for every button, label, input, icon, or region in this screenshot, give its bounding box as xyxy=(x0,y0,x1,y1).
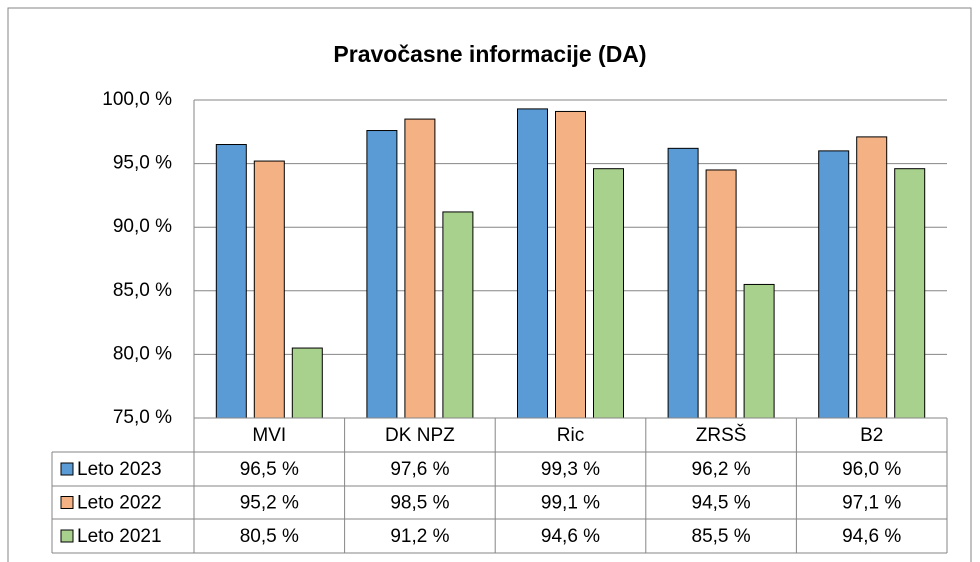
bar xyxy=(253,160,285,419)
bar xyxy=(743,283,775,419)
x-tick-label: DK NPZ xyxy=(385,425,455,446)
bar xyxy=(593,168,624,419)
bar xyxy=(555,110,586,419)
table-cell: 98,5 % xyxy=(390,493,449,514)
legend-key xyxy=(60,529,74,543)
bar xyxy=(667,147,699,419)
bar xyxy=(818,150,850,419)
bar xyxy=(705,169,737,419)
y-tick-label: 75,0 % xyxy=(113,407,172,428)
y-tick-label: 90,0 % xyxy=(113,216,172,237)
y-tick-label: 85,0 % xyxy=(113,280,172,301)
bar xyxy=(215,144,247,419)
y-tick-label: 100,0 % xyxy=(102,89,172,110)
x-tick-label: MVI xyxy=(252,425,286,446)
table-cell: 95,2 % xyxy=(240,493,299,514)
table-cell: 94,6 % xyxy=(842,526,901,547)
chart-title: Pravočasne informacije (DA) xyxy=(333,41,646,67)
x-tick-label: B2 xyxy=(860,425,883,446)
legend-key xyxy=(60,496,74,509)
table-cell: 85,5 % xyxy=(692,526,751,547)
table-cell: 97,6 % xyxy=(390,459,449,480)
y-tick-label: 95,0 % xyxy=(113,153,172,174)
x-tick-label: Ric xyxy=(557,425,584,446)
bar xyxy=(517,108,548,419)
bar xyxy=(894,168,926,419)
bar xyxy=(291,347,323,419)
table-cell: 99,3 % xyxy=(541,459,600,480)
table-cell: 96,0 % xyxy=(842,459,901,480)
legend-label: Leto 2023 xyxy=(77,459,162,480)
y-tick-label: 80,0 % xyxy=(113,343,172,364)
table-cell: 80,5 % xyxy=(240,526,299,547)
table-cell: 94,6 % xyxy=(541,526,600,547)
table-cell: 94,5 % xyxy=(692,493,751,514)
bar xyxy=(366,130,398,419)
bar xyxy=(442,211,474,419)
bar xyxy=(404,118,436,419)
table-cell: 96,2 % xyxy=(692,459,751,480)
legend-label: Leto 2021 xyxy=(77,526,162,547)
table-cell: 91,2 % xyxy=(390,526,449,547)
x-tick-label: ZRSŠ xyxy=(696,424,747,446)
table-cell: 99,1 % xyxy=(541,493,600,514)
chart-border xyxy=(7,7,972,562)
legend-label: Leto 2022 xyxy=(77,493,162,514)
table-cell: 97,1 % xyxy=(842,493,901,514)
bar xyxy=(856,136,888,419)
table-cell: 96,5 % xyxy=(240,459,299,480)
legend-key xyxy=(60,462,74,476)
